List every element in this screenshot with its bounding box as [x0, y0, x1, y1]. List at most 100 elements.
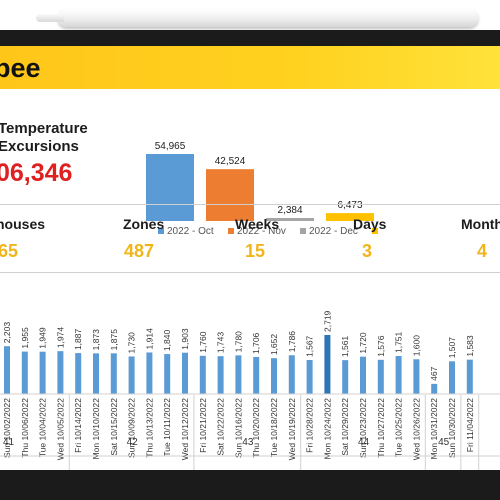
stylus-pen: [58, 9, 478, 27]
mini-legend-label-0: 2022 - Oct: [167, 226, 214, 234]
day-bar-value: 1,583: [465, 335, 475, 357]
day-category-label: Thu 10/27/2022: [376, 398, 386, 458]
metric-value-days: 3: [362, 241, 373, 261]
metric-value-zones: 487: [124, 241, 155, 261]
day-bar: [128, 356, 135, 394]
day-bar: [217, 356, 224, 394]
metric-label-weeks: Weeks: [235, 216, 280, 232]
week-group-label: 45: [438, 437, 450, 448]
day-bar: [360, 356, 366, 394]
day-category-label: Tue 10/04/2022: [38, 398, 48, 458]
day-bar-value: 1,720: [358, 332, 368, 354]
mini-bar-label-0: 54,965: [155, 141, 186, 152]
day-category-label: Wed 10/12/2022: [180, 398, 190, 460]
day-category-label: Fri 10/21/2022: [198, 398, 208, 453]
day-bar-value: 1,875: [109, 329, 119, 351]
day-category-label: Tue 10/25/2022: [394, 398, 404, 458]
day-bar: [271, 358, 277, 394]
day-category-label: Sun 10/30/2022: [447, 398, 457, 458]
day-category-label: Mon 10/10/2022: [91, 398, 101, 460]
monthly-bar-chart: 54,965 42,524 2,384 6,473 2022 - Oct 2022 - N…: [146, 141, 378, 234]
daily-bar-chart: 2,203 Sun 10/02/2022 1,955 Thu 10/06/2022 1,…: [0, 310, 500, 470]
day-category-label: Sat 10/15/2022: [109, 398, 119, 456]
day-bar-value: 1,786: [287, 331, 297, 353]
mini-legend-swatch-3: [372, 228, 378, 234]
metric-label-days: Days: [353, 216, 387, 232]
mini-legend-label-1: 2022 - Nov: [237, 226, 286, 234]
day-bar: [449, 361, 455, 394]
day-bar: [324, 335, 331, 394]
metric-label-warehouses: houses: [0, 216, 46, 232]
day-bar-value: 1,507: [447, 337, 457, 359]
day-bar-value: 1,652: [269, 334, 279, 356]
metric-value-weeks: 15: [245, 241, 266, 261]
day-bar-value: 1,760: [198, 331, 208, 353]
day-bar: [146, 352, 153, 394]
kpi-label-line2: Excursions: [0, 138, 79, 155]
week-group-label: 41: [3, 437, 15, 448]
day-bar-value: 1,903: [180, 328, 190, 350]
day-category-label: Thu 10/06/2022: [20, 398, 30, 458]
day-category-label: Thu 10/13/2022: [144, 398, 154, 458]
day-bar-value: 1,567: [305, 335, 315, 357]
day-bar: [342, 360, 349, 394]
day-bar: [110, 353, 117, 394]
day-bar: [413, 359, 420, 394]
day-bar-value: 1,730: [127, 332, 137, 354]
mini-bar-2: [266, 218, 314, 221]
day-bar-value: 1,780: [233, 331, 243, 353]
day-category-label: Fri 10/14/2022: [73, 398, 83, 453]
day-bar-value: 1,576: [376, 335, 386, 357]
metric-value-warehouses: 65: [0, 241, 19, 261]
mini-bar-1: [206, 169, 254, 221]
day-category-label: Sat 10/29/2022: [340, 398, 350, 456]
week-group-label: 43: [242, 437, 254, 448]
day-bar: [39, 351, 46, 394]
day-bar-value: 1,561: [340, 336, 350, 358]
mini-legend-label-2: 2022 - Dec: [309, 226, 358, 234]
day-category-label: Sun 10/02/2022: [2, 398, 12, 458]
day-category-label: Sun 10/09/2022: [127, 398, 137, 458]
day-category-label: Wed 10/19/2022: [287, 398, 297, 460]
kpi-label: Temperature Excursions: [0, 120, 88, 156]
day-bar-value: 2,203: [2, 322, 12, 344]
metric-label-months: Months: [461, 216, 500, 232]
day-bar-value: 1,949: [38, 327, 48, 349]
section-divider-top: [0, 204, 500, 205]
dashboard-title: pee: [0, 53, 41, 83]
day-bar-value: 1,600: [411, 335, 421, 357]
day-category-label: Sun 10/23/2022: [358, 398, 368, 458]
day-bar: [4, 346, 10, 394]
day-bar: [377, 359, 384, 394]
day-bar: [199, 355, 206, 394]
day-bar-value: 1,706: [251, 332, 261, 354]
day-bar: [431, 383, 438, 394]
day-category-label: Sat 10/22/2022: [216, 398, 226, 456]
mini-legend-swatch-2: [300, 228, 306, 234]
metric-label-zones: Zones: [123, 216, 165, 232]
day-bar-value: 1,840: [162, 330, 172, 352]
mini-bar-label-2: 2,384: [277, 205, 302, 216]
day-bar-value: 1,887: [73, 329, 83, 351]
mini-legend-swatch-0: [158, 228, 164, 234]
day-bar-value: 1,974: [55, 327, 65, 349]
day-bar-value: 1,873: [91, 329, 101, 351]
day-bar: [21, 351, 28, 394]
day-bar: [75, 353, 82, 394]
kpi-label-line1: Temperature: [0, 120, 88, 137]
mini-legend-swatch-1: [228, 228, 234, 234]
mini-bar-label-1: 42,524: [215, 156, 246, 167]
day-bar-value: 467: [429, 366, 439, 380]
day-bar: [164, 354, 171, 394]
kpi-value: 06,346: [0, 159, 73, 187]
day-bar: [93, 353, 99, 394]
day-category-label: Mon 10/24/2022: [322, 398, 332, 460]
day-category-label: Thu 10/20/2022: [251, 398, 261, 458]
day-category-label: Wed 10/05/2022: [55, 398, 65, 460]
day-bar: [182, 352, 188, 394]
mini-bar-label-3: 6,473: [337, 200, 362, 211]
day-bar-value: 1,743: [216, 332, 226, 354]
day-bar: [235, 355, 242, 394]
mini-bar-3: [326, 213, 374, 221]
